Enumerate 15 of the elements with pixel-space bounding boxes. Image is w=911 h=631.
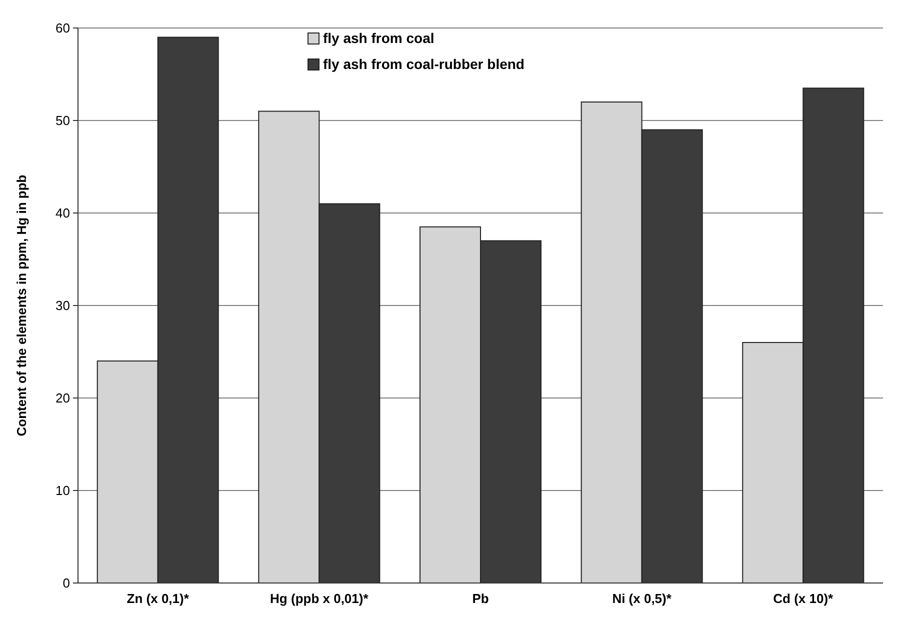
x-tick-label: Hg (ppb x 0,01)* bbox=[270, 591, 370, 606]
y-tick-label: 30 bbox=[56, 298, 70, 314]
legend-label: fly ash from coal-rubber blend bbox=[323, 56, 524, 72]
y-tick-label: 20 bbox=[56, 390, 70, 406]
x-tick-label: Ni (x 0,5)* bbox=[612, 591, 672, 606]
x-tick-label: Pb bbox=[472, 591, 489, 606]
y-tick-label: 10 bbox=[56, 483, 70, 498]
x-tick-label: Cd (x 10)* bbox=[773, 591, 834, 606]
x-tick-label: Zn (x 0,1)* bbox=[126, 591, 190, 606]
y-axis-title: Content of the elements in ppm, Hg in ppb bbox=[14, 174, 29, 436]
y-tick-label: 60 bbox=[56, 20, 70, 36]
y-tick-label: 0 bbox=[62, 576, 70, 591]
legend-label: fly ash from coal bbox=[323, 30, 434, 46]
y-tick-label: 50 bbox=[56, 113, 70, 128]
y-tick-label: 40 bbox=[56, 206, 70, 221]
